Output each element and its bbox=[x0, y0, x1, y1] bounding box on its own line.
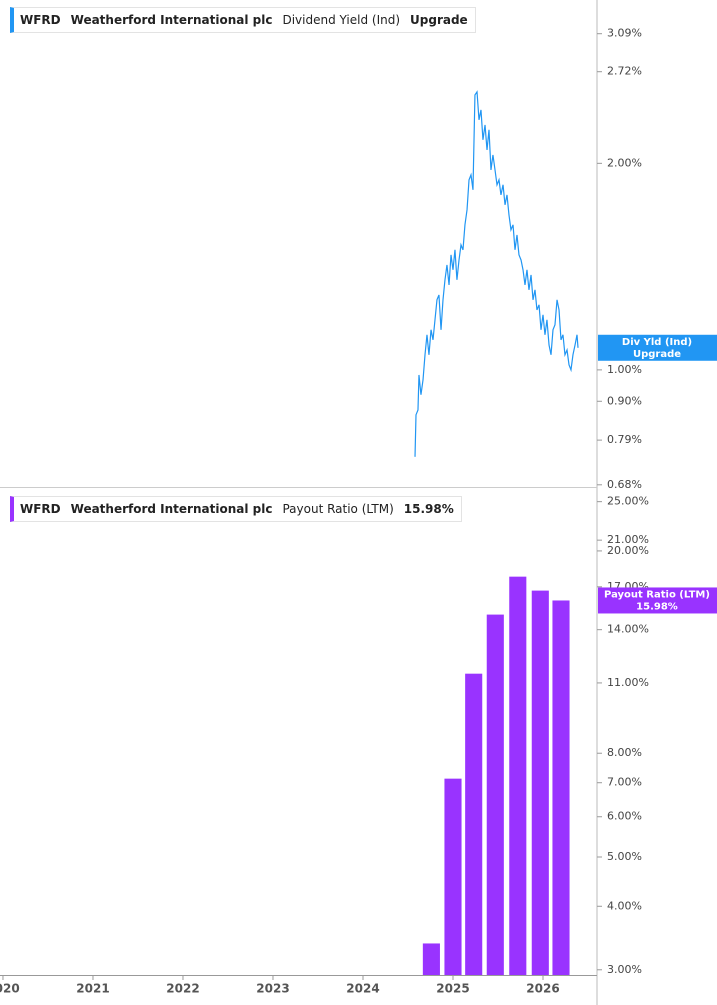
y-tick-label: 1.00% bbox=[607, 363, 642, 376]
y-tick-label: 3.09% bbox=[607, 27, 642, 40]
bar bbox=[509, 576, 527, 975]
ticker: WFRD bbox=[20, 13, 61, 27]
x-tick-label: 2021 bbox=[76, 982, 109, 996]
bar bbox=[531, 590, 549, 975]
badge-label: Div Yld (Ind) bbox=[622, 337, 692, 348]
y-tick-label: 14.00% bbox=[607, 623, 649, 636]
badge bbox=[598, 587, 717, 614]
bar bbox=[552, 600, 570, 975]
data-line bbox=[414, 90, 579, 457]
status: 15.98% bbox=[403, 502, 454, 516]
y-tick-label: 0.68% bbox=[607, 478, 642, 491]
badge-value: 15.98% bbox=[636, 601, 678, 612]
bar bbox=[465, 673, 483, 975]
x-tick-label: 2023 bbox=[256, 982, 289, 996]
x-tick-label: 2024 bbox=[346, 982, 379, 996]
y-tick-label: 5.00% bbox=[607, 850, 642, 863]
badge bbox=[598, 334, 717, 361]
y-tick-label: 0.79% bbox=[607, 433, 642, 446]
metric: Dividend Yield (Ind) bbox=[282, 13, 401, 27]
metric: Payout Ratio (LTM) bbox=[282, 502, 394, 516]
bar bbox=[422, 943, 440, 975]
bar bbox=[486, 614, 504, 975]
y-tick-label: 2.72% bbox=[607, 65, 642, 78]
badge-label: Payout Ratio (LTM) bbox=[604, 589, 710, 600]
badge-value: Upgrade bbox=[633, 349, 681, 360]
y-tick-label: 21.00% bbox=[607, 533, 649, 546]
y-tick-label: 8.00% bbox=[607, 746, 642, 759]
y-tick-label: 25.00% bbox=[607, 495, 649, 508]
y-tick-label: 4.00% bbox=[607, 899, 642, 912]
x-tick-label: 2026 bbox=[526, 982, 559, 996]
y-tick-label: 11.00% bbox=[607, 676, 649, 689]
status: Upgrade bbox=[410, 13, 468, 27]
y-tick-label: 0.90% bbox=[607, 394, 642, 407]
company: Weatherford International plc bbox=[70, 502, 273, 516]
x-tick-label: 2022 bbox=[166, 982, 199, 996]
company: Weatherford International plc bbox=[70, 13, 273, 27]
x-tick-label: 2025 bbox=[436, 982, 469, 996]
y-tick-label: 20.00% bbox=[607, 544, 649, 557]
bar bbox=[444, 778, 462, 975]
ticker: WFRD bbox=[20, 502, 61, 516]
y-tick-label: 3.00% bbox=[607, 963, 642, 976]
y-tick-label: 7.00% bbox=[607, 776, 642, 789]
legend: WFRD Weatherford International plc Payou… bbox=[10, 496, 462, 522]
y-tick-label: 6.00% bbox=[607, 810, 642, 823]
y-tick-label: 2.00% bbox=[607, 156, 642, 169]
legend: WFRD Weatherford International plc Divid… bbox=[10, 7, 476, 33]
